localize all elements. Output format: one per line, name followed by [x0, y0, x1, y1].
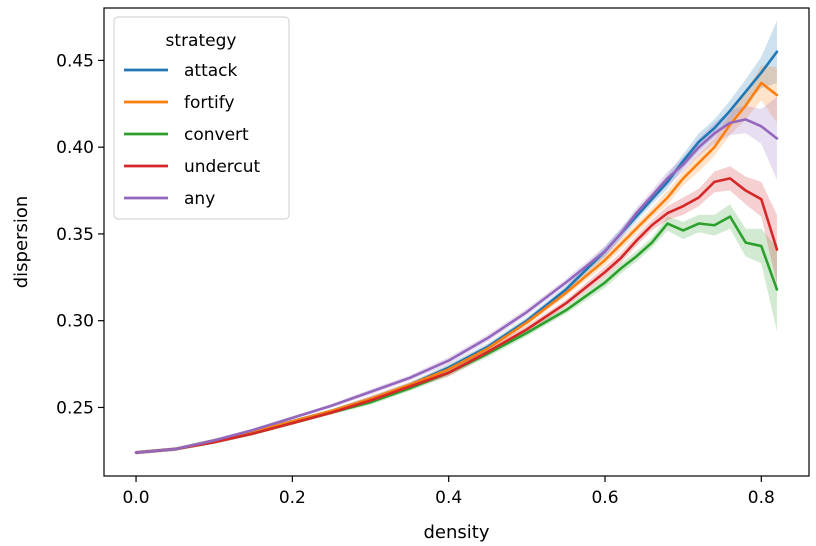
y-tick-label: 0.25 [56, 398, 94, 418]
series-line-undercut [134, 177, 779, 454]
legend-label-fortify: fortify [184, 93, 235, 113]
x-tick-label: 0.6 [591, 488, 618, 508]
series-line-any [134, 118, 779, 454]
legend-box [113, 16, 290, 220]
legend-label-undercut: undercut [184, 157, 261, 177]
legend-label-convert: convert [184, 125, 249, 145]
series-line-fortify [134, 81, 779, 454]
x-tick-label: 0.4 [435, 488, 462, 508]
legend-title: strategy [166, 31, 237, 51]
legend-entries: attack fortify convert undercut any [124, 61, 261, 209]
x-axis-ticks: 0.0 0.2 0.4 0.6 0.8 [123, 476, 775, 508]
legend-label-attack: attack [184, 61, 238, 81]
x-axis-label: density [424, 522, 490, 543]
y-tick-label: 0.40 [56, 138, 94, 158]
legend: strategy attack fortify convert undercut any [113, 16, 290, 220]
y-axis-label: dispersion [11, 196, 32, 289]
legend-label-any: any [184, 189, 215, 209]
x-tick-label: 0.8 [748, 488, 775, 508]
confidence-band-any [136, 96, 777, 455]
y-tick-label: 0.45 [56, 51, 94, 71]
y-axis-ticks: 0.25 0.30 0.35 0.40 0.45 [56, 51, 104, 418]
x-tick-label: 0.0 [123, 488, 150, 508]
plot-frame [103, 7, 810, 477]
confidence-band-convert [136, 204, 777, 455]
series-line-convert [134, 215, 779, 454]
y-tick-label: 0.35 [56, 225, 94, 245]
series-lines [134, 50, 779, 454]
confidence-bands [136, 20, 777, 455]
x-tick-label: 0.2 [279, 488, 306, 508]
y-tick-label: 0.30 [56, 312, 94, 332]
